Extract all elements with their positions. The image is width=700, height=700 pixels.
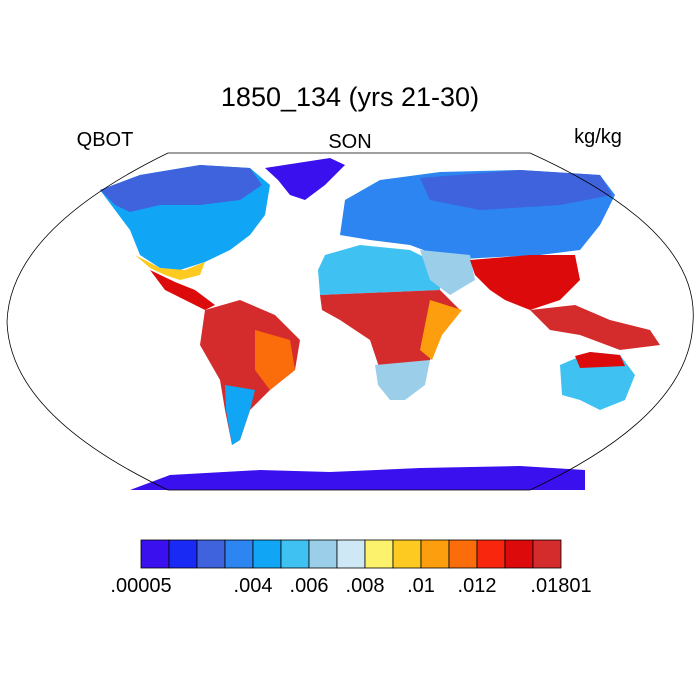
colorbar-label: .01801	[530, 575, 591, 597]
colorbar-box	[448, 539, 478, 569]
center-label: SON	[328, 131, 371, 153]
north-australia	[575, 352, 625, 368]
world-map	[6, 152, 694, 491]
colorbar-box	[476, 539, 506, 569]
greenland	[265, 158, 345, 200]
middle-east	[420, 250, 475, 295]
colorbar-box	[420, 539, 450, 569]
central-america	[150, 270, 215, 310]
colorbar: .00005 .004 .006 .008 .01 .012 .01801	[110, 539, 592, 597]
mexico	[135, 255, 205, 280]
colorbar-label: .01	[407, 575, 435, 597]
colorbar-box	[168, 539, 198, 569]
australia	[560, 352, 635, 410]
colorbar-box	[140, 539, 170, 569]
colorbar-box	[532, 539, 562, 569]
colorbar-box	[252, 539, 282, 569]
colorbar-box	[196, 539, 226, 569]
south-america-south	[225, 385, 255, 445]
colorbar-label: .008	[346, 575, 385, 597]
east-africa	[420, 300, 462, 360]
colorbar-label: .004	[234, 575, 273, 597]
colorbar-box	[308, 539, 338, 569]
colorbar-label: .00005	[110, 575, 171, 597]
antarctica	[130, 466, 585, 490]
north-africa	[318, 245, 440, 295]
right-label: kg/kg	[574, 126, 622, 148]
south-africa	[375, 360, 430, 400]
south-asia	[470, 255, 580, 310]
colorbar-label: .012	[458, 575, 497, 597]
colorbar-box	[364, 539, 394, 569]
colorbar-label: .006	[290, 575, 329, 597]
south-america-east	[255, 330, 295, 390]
left-label: QBOT	[77, 129, 134, 151]
colorbar-box	[224, 539, 254, 569]
north-america-north	[100, 165, 262, 212]
maritime-se-asia	[530, 305, 660, 350]
title: 1850_134 (yrs 21-30)	[221, 82, 479, 112]
colorbar-box	[392, 539, 422, 569]
map-outline	[6, 152, 694, 491]
colorbar-box	[280, 539, 310, 569]
colorbar-box	[504, 539, 534, 569]
siberia	[420, 170, 612, 210]
colorbar-box	[336, 539, 366, 569]
